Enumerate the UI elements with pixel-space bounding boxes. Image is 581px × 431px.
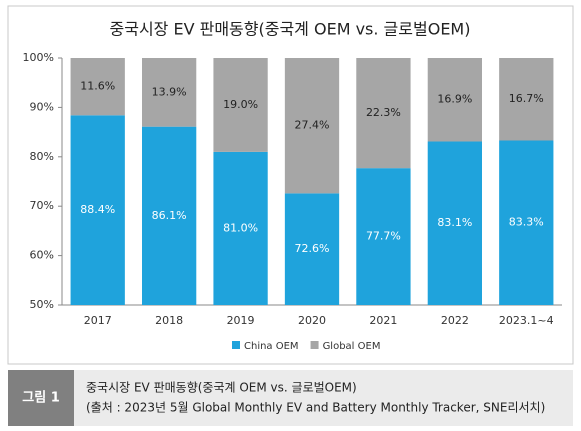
y-tick-label: 50%	[30, 298, 54, 311]
value-label: 16.7%	[509, 92, 544, 105]
value-label: 72.6%	[295, 242, 330, 255]
caption-line: (출처 : 2023년 5월 Global Monthly EV and Bat…	[86, 401, 545, 415]
y-tick-label: 70%	[30, 199, 54, 212]
value-label: 27.4%	[295, 119, 330, 132]
bar-segment	[70, 58, 125, 116]
chart-title: 중국시장 EV 판매동향(중국계 OEM vs. 글로벌OEM)	[110, 20, 471, 39]
bar-segment	[427, 141, 482, 305]
value-label: 86.1%	[152, 209, 187, 222]
bar-segment	[213, 151, 268, 305]
x-tick-label: 2021	[369, 314, 397, 327]
y-tick-label: 100%	[23, 51, 54, 64]
value-label: 19.0%	[223, 98, 258, 111]
legend-swatch	[232, 341, 240, 349]
value-label: 11.6%	[80, 80, 115, 93]
bar-segment	[499, 58, 554, 141]
caption-label-box	[8, 370, 74, 426]
value-label: 13.9%	[152, 85, 187, 98]
value-label: 22.3%	[366, 106, 401, 119]
value-label: 81.0%	[223, 221, 258, 234]
bar-segment	[427, 58, 482, 142]
caption-label: 그림 1	[22, 391, 60, 406]
bar-segment	[142, 126, 197, 305]
y-tick-label: 80%	[30, 150, 54, 163]
x-tick-label: 2022	[441, 314, 469, 327]
value-label: 83.3%	[509, 216, 544, 229]
legend-label: China OEM	[244, 341, 299, 352]
x-tick-label: 2018	[155, 314, 183, 327]
bar-segment	[70, 115, 125, 305]
bar-segment	[284, 193, 340, 305]
value-label: 88.4%	[80, 203, 115, 216]
x-tick-label: 2020	[298, 314, 326, 327]
x-tick-label: 2017	[84, 314, 112, 327]
bar-segment	[356, 168, 411, 305]
value-label: 16.9%	[437, 93, 472, 106]
y-tick-label: 60%	[30, 249, 54, 262]
legend-label: Global OEM	[323, 341, 381, 352]
x-tick-label: 2023.1~4	[499, 314, 554, 327]
y-tick-label: 90%	[30, 100, 54, 113]
caption-box	[8, 370, 573, 426]
caption-line: 중국시장 EV 판매동향(중국계 OEM vs. 글로벌OEM)	[86, 381, 357, 395]
bar-segment	[499, 140, 554, 305]
bar-segment	[356, 58, 411, 169]
value-label: 83.1%	[437, 216, 472, 229]
bar-segment	[213, 58, 268, 152]
value-label: 77.7%	[366, 230, 401, 243]
bar-segment	[284, 58, 340, 194]
x-tick-label: 2019	[227, 314, 255, 327]
legend-swatch	[310, 341, 319, 349]
bar-segment	[142, 58, 197, 127]
